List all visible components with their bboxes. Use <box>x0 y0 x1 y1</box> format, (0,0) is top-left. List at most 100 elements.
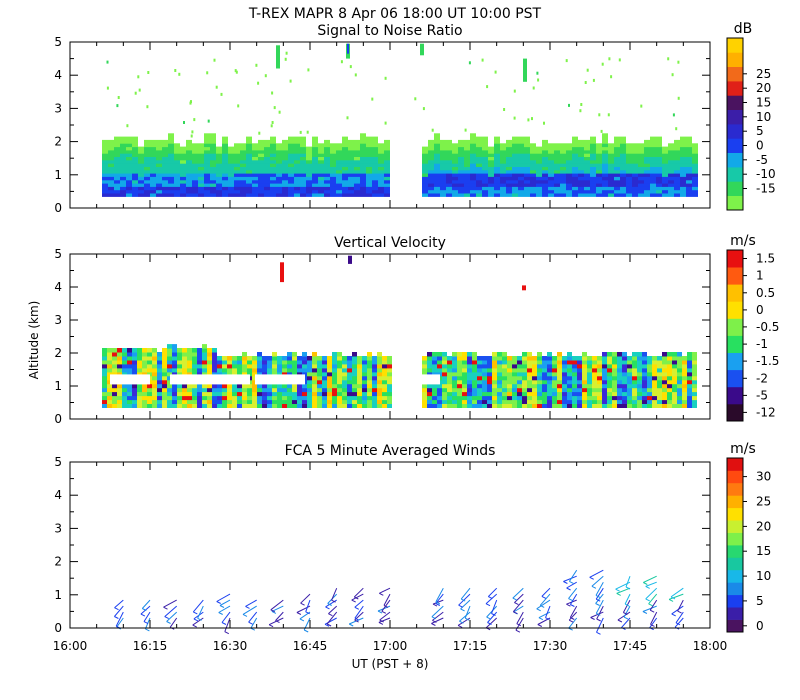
snr-cell <box>306 186 312 191</box>
snr-cell <box>554 186 560 191</box>
snr-cell <box>360 149 366 154</box>
velocity-cell <box>652 371 657 377</box>
snr-cell <box>602 189 608 194</box>
velocity-cell <box>427 383 432 389</box>
wind-barb-flag <box>328 613 333 617</box>
snr-cell <box>150 146 156 151</box>
velocity-cell <box>477 391 482 397</box>
colorbar-label: 20 <box>756 81 771 95</box>
snr-speck <box>537 78 540 82</box>
snr-cell <box>132 166 138 171</box>
snr-speck <box>371 97 374 101</box>
snr-cell <box>578 169 584 174</box>
snr-cell <box>204 143 210 148</box>
snr-cell <box>566 146 572 151</box>
velocity-cell <box>627 403 632 408</box>
snr-cell <box>674 169 680 174</box>
snr-cell <box>294 189 300 194</box>
wind-barb <box>596 605 604 620</box>
velocity-cell <box>117 383 122 389</box>
snr-cell <box>422 176 428 181</box>
snr-cell <box>252 156 258 161</box>
wind-barb <box>192 617 204 626</box>
snr-cell <box>372 176 378 181</box>
snr-cell <box>572 146 578 151</box>
snr-cell <box>108 176 114 181</box>
velocity-cell <box>467 359 472 365</box>
snr-speck <box>513 89 516 93</box>
velocity-cell <box>137 356 142 361</box>
velocity-cell <box>332 367 337 373</box>
snr-cell <box>192 173 198 177</box>
snr-cell <box>312 176 318 181</box>
velocity-cell <box>607 391 612 397</box>
wind-barb <box>114 599 124 609</box>
snr-speck <box>349 65 352 69</box>
snr-cell <box>452 189 458 194</box>
velocity-cell <box>667 387 672 393</box>
snr-cell <box>554 176 560 181</box>
snr-cell <box>348 153 354 157</box>
wind-barb <box>648 593 658 605</box>
velocity-cell <box>272 383 277 389</box>
colorbar-bin <box>727 594 743 608</box>
snr-cell <box>144 169 150 174</box>
velocity-cell <box>122 367 127 373</box>
snr-cell <box>488 149 494 154</box>
velocity-cell <box>552 359 557 365</box>
velocity-cell <box>582 399 587 404</box>
velocity-cell <box>597 383 602 389</box>
velocity-cell <box>142 383 147 389</box>
velocity-cell <box>537 356 542 361</box>
snr-speck <box>600 129 603 133</box>
snr-cell <box>458 166 464 171</box>
wind-barb-flag <box>140 613 146 617</box>
velocity-cell <box>272 395 277 401</box>
snr-cell <box>204 183 210 187</box>
snr-cell <box>270 136 276 141</box>
velocity-cell <box>152 403 157 408</box>
velocity-cell <box>447 379 452 385</box>
snr-cell <box>590 143 596 148</box>
velocity-cell <box>432 367 437 373</box>
snr-cell <box>318 179 324 184</box>
snr-cell <box>452 146 458 151</box>
velocity-cell <box>682 363 687 369</box>
snr-cell <box>596 143 602 148</box>
snr-cell <box>324 176 330 181</box>
wind-barb-flag <box>486 616 491 620</box>
velocity-cell <box>532 359 537 365</box>
velocity-cell <box>172 403 177 408</box>
snr-cell <box>246 156 252 161</box>
velocity-cell <box>227 371 232 377</box>
wind-barb-flag <box>379 619 384 623</box>
velocity-cell <box>507 395 512 401</box>
y-tick-label: 4 <box>54 488 62 502</box>
velocity-cell <box>632 356 637 361</box>
snr-cell <box>548 193 554 197</box>
velocity-cell <box>657 371 662 377</box>
snr-cell <box>186 173 192 177</box>
velocity-cell <box>172 356 177 361</box>
velocity-cell <box>467 399 472 404</box>
wind-barb <box>271 605 284 612</box>
velocity-cell <box>142 356 147 361</box>
velocity-cell <box>257 363 262 369</box>
snr-cell <box>246 189 252 194</box>
colorbar-bin <box>727 403 743 422</box>
velocity-cell <box>662 363 667 369</box>
snr-speck <box>677 96 680 100</box>
snr-cell <box>518 166 524 171</box>
velocity-cell <box>357 363 362 369</box>
velocity-cell <box>587 399 592 404</box>
snr-cell <box>554 189 560 194</box>
velocity-cell <box>592 379 597 385</box>
velocity-cell <box>202 363 207 369</box>
snr-cell <box>246 149 252 154</box>
velocity-cell <box>512 359 517 365</box>
snr-cell <box>620 146 626 151</box>
velocity-cell <box>647 359 652 365</box>
snr-cell <box>162 156 168 161</box>
snr-cell <box>614 183 620 187</box>
